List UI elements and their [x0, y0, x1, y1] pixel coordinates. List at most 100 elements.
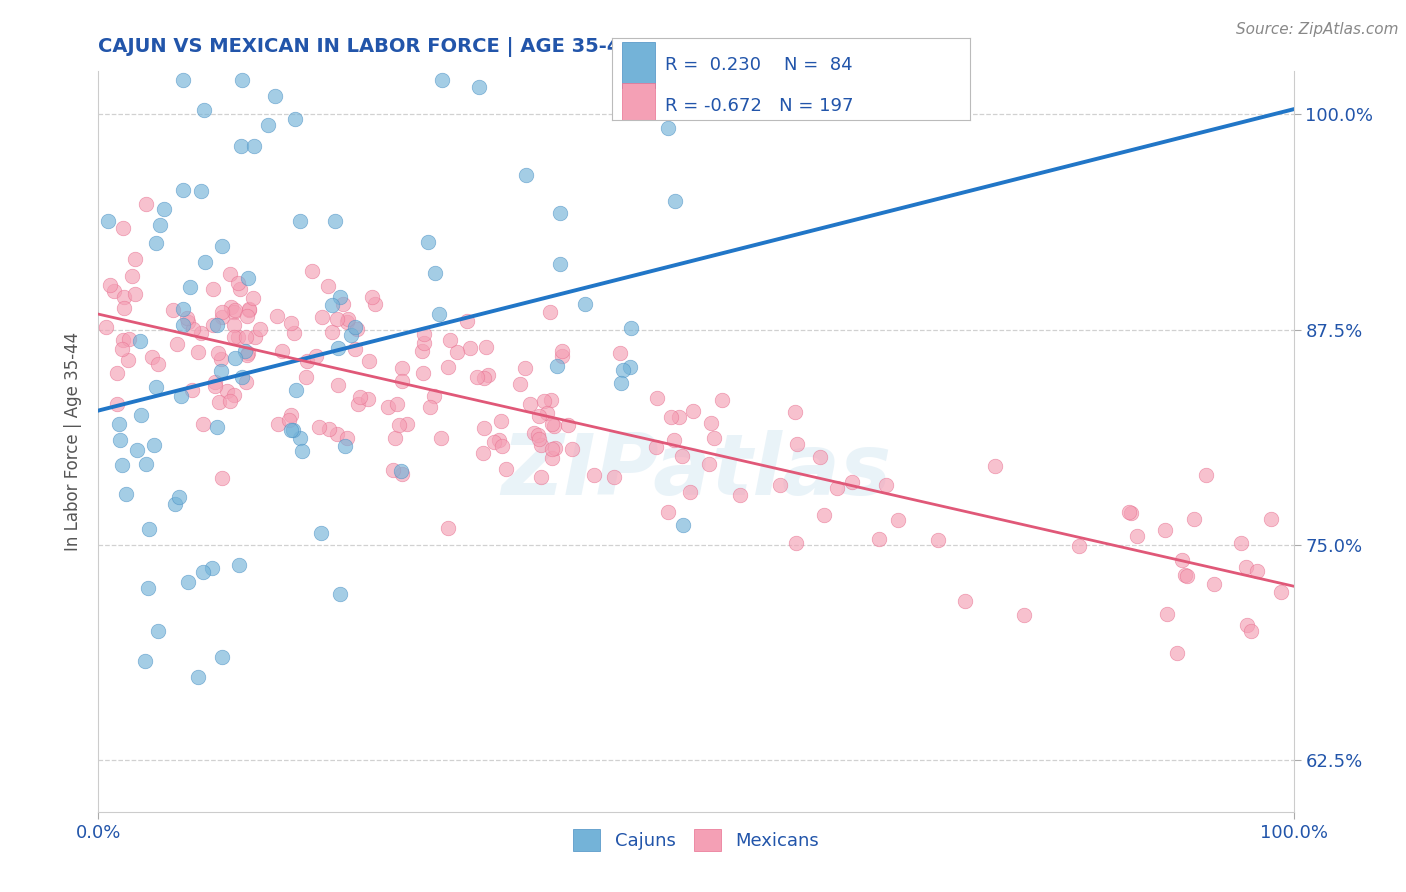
Point	[346, 322, 368, 336]
Point	[201, 281, 224, 295]
Point	[233, 344, 256, 359]
Point	[134, 654, 156, 668]
Point	[191, 565, 214, 579]
Point	[301, 264, 323, 278]
Point	[285, 384, 308, 398]
Point	[194, 255, 217, 269]
Point	[439, 333, 461, 347]
Point	[474, 421, 496, 435]
Point	[176, 575, 198, 590]
Point	[295, 370, 318, 384]
Point	[309, 526, 332, 541]
Point	[530, 438, 553, 452]
Point	[1240, 624, 1263, 638]
Point	[527, 409, 550, 423]
Point	[208, 395, 231, 409]
Point	[671, 449, 693, 463]
Point	[149, 218, 172, 232]
Point	[124, 287, 146, 301]
Point	[432, 73, 454, 87]
Point	[97, 213, 120, 227]
Point	[436, 359, 458, 374]
Point	[868, 532, 890, 546]
Point	[530, 469, 553, 483]
Point	[526, 428, 548, 442]
Point	[284, 112, 307, 127]
Point	[550, 349, 572, 363]
Point	[1246, 564, 1268, 578]
Point	[610, 376, 633, 390]
Point	[136, 581, 159, 595]
Point	[540, 442, 562, 457]
Point	[460, 341, 482, 355]
Point	[349, 390, 371, 404]
Point	[111, 342, 134, 356]
Point	[336, 315, 359, 329]
Point	[305, 349, 328, 363]
Point	[523, 425, 546, 440]
Point	[364, 296, 387, 310]
Point	[187, 344, 209, 359]
Point	[419, 401, 441, 415]
Point	[228, 558, 250, 573]
Point	[204, 379, 226, 393]
Point	[332, 297, 354, 311]
Point	[619, 360, 641, 375]
Point	[129, 334, 152, 348]
Point	[115, 486, 138, 500]
Point	[533, 394, 555, 409]
Point	[172, 301, 194, 316]
Point	[1154, 523, 1177, 537]
Point	[548, 257, 571, 271]
Point	[557, 417, 579, 432]
Point	[536, 405, 558, 419]
Point	[267, 417, 290, 431]
Point	[326, 341, 349, 355]
Point	[271, 344, 294, 359]
Point	[236, 346, 259, 360]
Point	[201, 561, 224, 575]
Point	[983, 458, 1005, 473]
Point	[446, 345, 468, 359]
Point	[316, 278, 339, 293]
Point	[953, 594, 976, 608]
Point	[541, 417, 564, 431]
Point	[145, 380, 167, 394]
Point	[162, 303, 184, 318]
Point	[172, 73, 194, 87]
Point	[519, 397, 541, 411]
Point	[295, 354, 318, 368]
Y-axis label: In Labor Force | Age 35-44: In Labor Force | Age 35-44	[65, 332, 83, 551]
Point	[229, 282, 252, 296]
Point	[108, 433, 131, 447]
Point	[395, 417, 418, 432]
Point	[193, 103, 215, 117]
Point	[541, 450, 564, 465]
Point	[201, 318, 224, 333]
Point	[664, 433, 686, 447]
Point	[1119, 506, 1142, 520]
Point	[280, 316, 302, 330]
Point	[377, 400, 399, 414]
Point	[278, 413, 301, 427]
Point	[209, 364, 232, 378]
Point	[682, 403, 704, 417]
Point	[1175, 568, 1198, 582]
Point	[427, 307, 450, 321]
Point	[236, 271, 259, 285]
Point	[391, 374, 413, 388]
Point	[387, 417, 409, 432]
Point	[664, 194, 686, 208]
Point	[329, 290, 352, 304]
Point	[645, 391, 668, 405]
Point	[728, 487, 751, 501]
Point	[280, 423, 302, 437]
Point	[1069, 539, 1091, 553]
Point	[1126, 529, 1149, 543]
Point	[346, 397, 368, 411]
Point	[475, 341, 498, 355]
Point	[172, 318, 194, 332]
Point	[308, 420, 330, 434]
Point	[243, 330, 266, 344]
Point	[359, 354, 381, 368]
